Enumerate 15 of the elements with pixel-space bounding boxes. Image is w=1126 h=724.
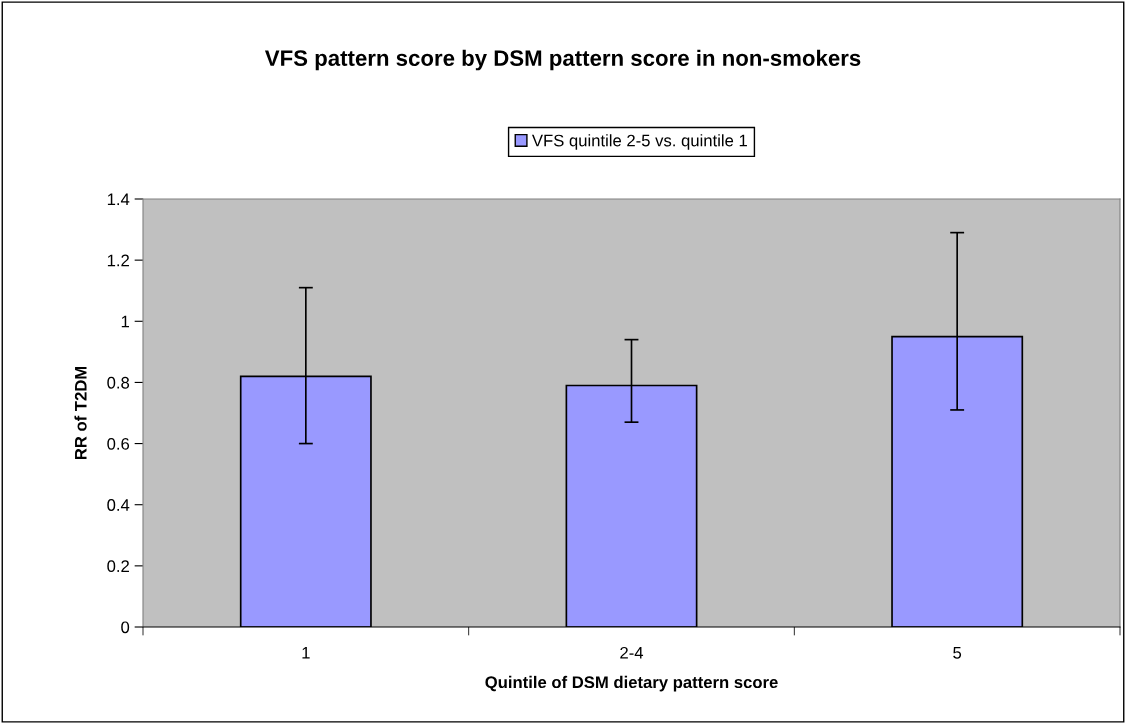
y-tick-label: 0 xyxy=(121,621,130,634)
y-tick-label: 1 xyxy=(121,315,129,328)
x-axis-title: Quintile of DSM dietary pattern score xyxy=(485,675,778,692)
x-tick-label: 5 xyxy=(953,647,962,659)
x-tick-label: 2-4 xyxy=(620,646,644,659)
y-tick-label: 0.6 xyxy=(107,437,130,450)
y-tick-label: 1.2 xyxy=(107,254,129,267)
y-tick-label: 0.8 xyxy=(107,376,130,389)
y-axis-title: RR of T2DM xyxy=(74,366,87,460)
y-tick-label: 1.4 xyxy=(107,193,130,206)
y-tick-label: 0.2 xyxy=(107,560,129,573)
legend-label: VFS quintile 2-5 vs. quintile 1 xyxy=(531,134,747,150)
x-tick-label: 1 xyxy=(302,647,310,659)
chart-title: VFS pattern score by DSM pattern score in non-smokers xyxy=(264,49,861,71)
y-tick-label: 0.4 xyxy=(107,499,130,511)
